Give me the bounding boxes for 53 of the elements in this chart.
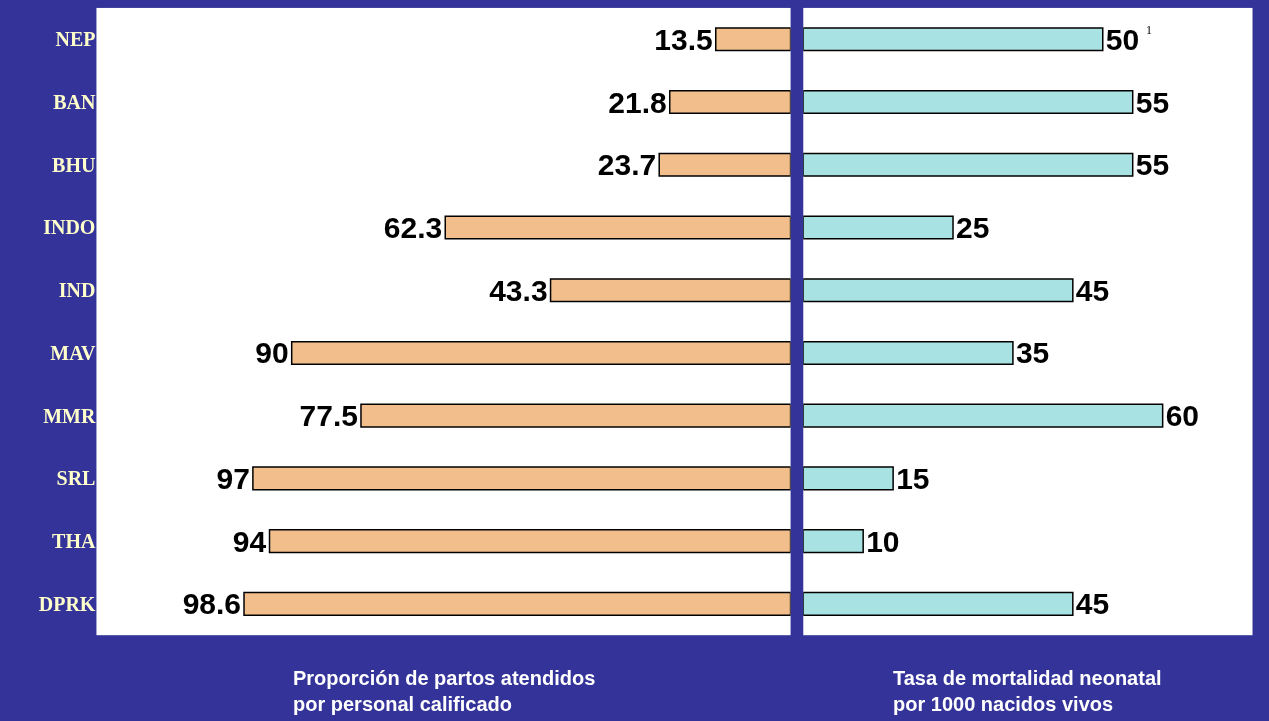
data-label: 94 xyxy=(232,524,267,558)
data-label: 60 xyxy=(1165,399,1200,433)
data-label: 55 xyxy=(1135,85,1170,119)
bar xyxy=(243,591,791,616)
bar xyxy=(803,591,1074,616)
bar xyxy=(803,340,1014,365)
bar xyxy=(803,278,1074,303)
bar xyxy=(658,152,791,177)
annotation: 1 xyxy=(1146,23,1152,37)
bar xyxy=(444,215,791,240)
data-label: 13.5 xyxy=(654,22,713,56)
y-tick-label: MAV xyxy=(50,341,96,364)
y-tick-label: MMR xyxy=(43,404,96,427)
y-tick-label: BHU xyxy=(52,153,96,176)
y-tick-label: BAN xyxy=(53,91,96,114)
bar xyxy=(715,27,791,52)
data-label: 15 xyxy=(896,461,930,495)
bar xyxy=(268,529,791,554)
data-label: 97 xyxy=(216,461,250,495)
y-tick-label: IND xyxy=(58,279,96,302)
bar xyxy=(803,529,864,554)
bar xyxy=(668,89,791,115)
bar xyxy=(803,466,894,491)
data-label: 45 xyxy=(1075,587,1110,621)
bar xyxy=(803,403,1164,428)
x-axis-title: Tasa de mortalidad neonatal por 1000 nacidos vivos xyxy=(893,667,1162,715)
data-label: 98.6 xyxy=(182,587,242,621)
bar xyxy=(803,152,1134,177)
bar xyxy=(252,466,791,491)
y-tick-label: INDO xyxy=(43,216,96,239)
bar xyxy=(803,89,1134,115)
data-label: 23.7 xyxy=(597,148,657,182)
data-label: 25 xyxy=(956,210,990,244)
data-label: 50 xyxy=(1105,22,1140,56)
y-tick-label: NEP xyxy=(55,28,96,51)
bar xyxy=(360,403,791,428)
data-label: 62.3 xyxy=(383,210,443,244)
data-label: 90 xyxy=(255,336,289,370)
data-label: 35 xyxy=(1015,336,1050,370)
data-label: 10 xyxy=(866,524,900,558)
x-axis-title: Proporción de partos atendidos por personal calificado xyxy=(293,667,596,715)
bar xyxy=(803,27,1104,52)
y-tick-label: SRL xyxy=(56,467,96,490)
y-tick-label: DPRK xyxy=(38,592,96,615)
data-label: 21.8 xyxy=(608,85,667,119)
bar xyxy=(549,278,791,303)
bar xyxy=(290,340,791,365)
data-label: 43.3 xyxy=(489,273,548,307)
y-tick-label: THA xyxy=(52,530,96,553)
data-label: 77.5 xyxy=(299,399,358,433)
data-label: 55 xyxy=(1135,148,1170,182)
data-label: 45 xyxy=(1075,273,1110,307)
bar xyxy=(803,215,954,240)
